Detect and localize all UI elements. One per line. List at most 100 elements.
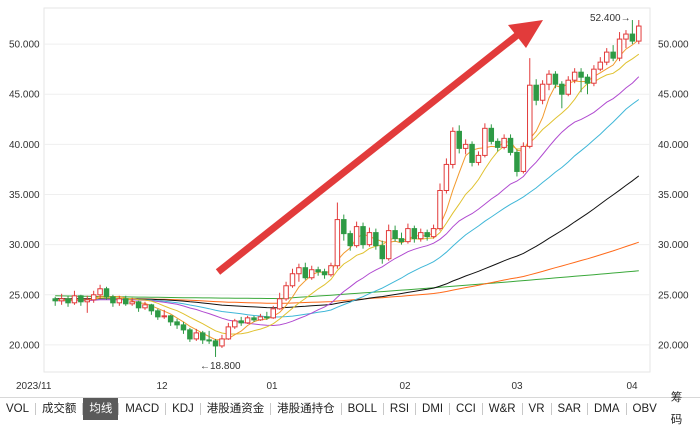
candle-down (110, 296, 116, 304)
candle-down (212, 340, 219, 347)
candle-up (636, 25, 642, 42)
trend-arrow-shaft (215, 30, 523, 275)
candle-up (244, 317, 251, 324)
candlestick-chart-svg: 50.000 50.000 45.000 45.000 40.000 40.000 35.0… (9, 7, 689, 392)
candle-down (392, 230, 398, 240)
candle-up (591, 68, 597, 84)
candle-up (90, 294, 97, 301)
candle-down (341, 219, 347, 235)
candle-down (321, 271, 328, 276)
candle-up (539, 83, 546, 101)
candle-up (161, 315, 167, 318)
candle-up (193, 332, 200, 340)
indicator-tab[interactable]: 成交额 (41, 403, 77, 415)
x-tick-label: 04 (626, 381, 638, 392)
indicator-tab[interactable]: SAR (557, 403, 582, 415)
y-tick-label-left: 20.000 (9, 340, 40, 351)
candle-down (155, 310, 161, 318)
candle-down (302, 267, 309, 279)
x-tick-label: 2023/11 (16, 381, 52, 392)
candle-down (180, 324, 187, 331)
indicator-tab[interactable]: OBV (632, 403, 657, 415)
candle-down (424, 232, 430, 238)
candle-down (514, 151, 520, 172)
candle-down (398, 238, 405, 243)
candle-up (334, 219, 341, 267)
candle-down (533, 84, 539, 101)
moving-average-ma10 (55, 53, 640, 335)
candle-down (103, 288, 110, 298)
candle-up (527, 84, 533, 147)
y-tick-label-left: 50.000 (9, 40, 40, 51)
y-tick-label-left: 35.000 (9, 190, 40, 201)
candle-down (610, 51, 616, 59)
candle-up (225, 326, 232, 340)
moving-average-ma250 (55, 270, 639, 300)
candle-up (129, 301, 135, 305)
tab-separator (587, 403, 589, 415)
candle-down (52, 298, 58, 302)
candle-up (328, 265, 334, 276)
candle-up (475, 154, 482, 163)
indicator-tab[interactable]: BOLL (347, 403, 377, 415)
x-tick-label: 03 (511, 381, 523, 392)
indicator-tab[interactable]: KDJ (172, 403, 194, 415)
low-price-label: ←18.800 (200, 361, 241, 372)
candle-up (571, 71, 578, 81)
candle-up (443, 163, 450, 192)
y-tick-label-left: 45.000 (9, 90, 40, 101)
indicator-tab[interactable]: DMI (422, 403, 444, 415)
candle-down (264, 316, 270, 319)
candle-up (257, 316, 264, 321)
candle-up (501, 137, 507, 148)
y-tick-label-right: 40.000 (658, 140, 689, 151)
moving-average-ma60 (55, 175, 640, 309)
candle-down (206, 339, 212, 342)
candle-down (251, 317, 257, 321)
tab-separator (118, 403, 120, 415)
indicator-tab[interactable]: CCI (456, 403, 476, 415)
indicator-tab[interactable]: W&R (488, 403, 516, 415)
x-tick-label: 02 (399, 381, 411, 392)
candle-up (308, 269, 315, 279)
indicator-tab[interactable]: VR (528, 403, 545, 415)
tab-separator (270, 403, 272, 415)
indicator-toolbar: VOL 成交额 均线 MACD KDJ 港股通资金 港股通持仓 BOLL RSI DMI CCI W&… (0, 392, 700, 426)
chips-tab[interactable]: 筹码 (670, 392, 683, 426)
candle-down (123, 298, 129, 305)
indicator-tab[interactable]: 均线 (83, 398, 119, 420)
candle-up (283, 285, 289, 300)
tab-separator (35, 403, 36, 415)
y-tick-label-right: 35.000 (658, 190, 689, 201)
indicator-tab[interactable]: VOL (6, 403, 30, 415)
candle-up (142, 304, 148, 309)
candle-up (565, 79, 571, 95)
moving-average-ma30 (55, 99, 640, 318)
tab-separator (199, 403, 201, 415)
candle-down (315, 269, 321, 273)
tab-separator (340, 403, 342, 415)
candle-down (238, 320, 244, 324)
price-chart[interactable]: 50.000 50.000 45.000 45.000 40.000 40.000 35.0… (0, 0, 700, 397)
candle-down (584, 76, 591, 84)
candle-down (456, 130, 462, 149)
indicator-tab[interactable]: DMA (594, 403, 620, 415)
candle-down (347, 233, 353, 247)
candle-up (232, 320, 238, 328)
plot-frame (43, 7, 651, 373)
candle-up (462, 143, 469, 149)
candle-up (289, 273, 296, 287)
candle-down (167, 315, 174, 323)
tab-separator (82, 403, 84, 415)
candle-down (559, 83, 565, 95)
y-tick-label-left: 30.000 (9, 240, 40, 251)
candle-up (116, 298, 123, 304)
y-tick-label-right: 20.000 (658, 340, 689, 351)
indicator-tab[interactable]: 港股通资金 (206, 403, 265, 415)
indicator-tab[interactable]: 港股通持仓 (277, 403, 335, 415)
tab-separator (521, 403, 523, 415)
indicator-tab[interactable]: MACD (125, 403, 160, 415)
candle-up (603, 51, 610, 63)
candle-up (623, 33, 629, 40)
indicator-tab[interactable]: RSI (389, 403, 410, 415)
